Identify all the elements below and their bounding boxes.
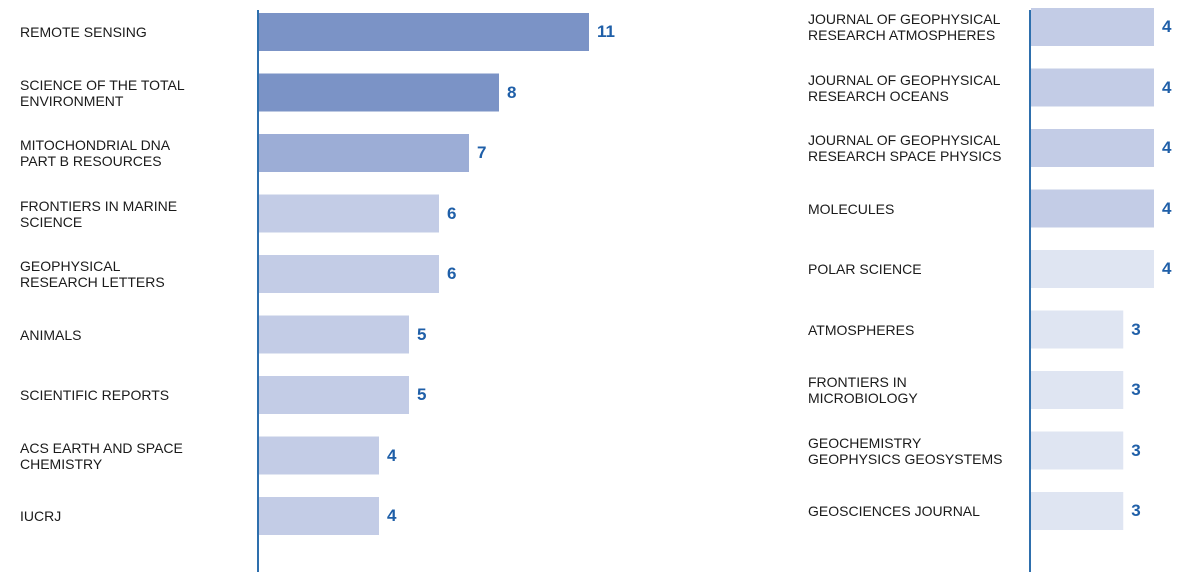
right-bar-5 [1031,250,1154,288]
left-value-label-2: 8 [507,82,517,102]
left-value-label-1: 11 [597,22,615,41]
right-value-label-5: 4 [1162,259,1172,278]
right-value-label-4: 4 [1162,198,1172,218]
left-bar-2 [259,73,499,112]
right-value-label-3: 4 [1162,138,1172,157]
left-bar-3 [259,134,469,172]
left-value-label-4: 6 [447,203,457,223]
right-value-label-9: 3 [1131,501,1141,520]
right-bar-7 [1031,371,1124,409]
left-value-label-3: 7 [477,143,487,162]
right-category-label-9: GEOSCIENCES JOURNAL [808,503,980,519]
left-bar-9 [259,497,379,535]
right-value-label-6: 3 [1131,319,1141,339]
right-value-label-7: 3 [1131,380,1141,399]
right-category-label-6: ATMOSPHERES [808,321,915,338]
right-bar-8 [1031,431,1124,470]
left-value-label-8: 4 [387,445,397,465]
left-value-label-7: 5 [417,385,427,404]
left-category-label-9: IUCRJ [20,508,62,524]
left-category-label-6: ANIMALS [20,326,82,343]
right-bar-2 [1031,68,1154,107]
right-bar-9 [1031,492,1124,530]
left-category-label-2: SCIENCE OF THE TOTAL ENVIRONMENT [20,76,185,109]
left-category-label-8: ACS EARTH AND SPACE CHEMISTRY [20,439,183,472]
right-bar-3 [1031,129,1154,167]
left-bar-7 [259,376,409,414]
left-bar-6 [259,315,409,354]
right-value-label-2: 4 [1162,77,1172,97]
right-category-label-2: JOURNAL OF GEOPHYSICAL RESEARCH OCEANS [808,71,1001,104]
left-value-label-9: 4 [387,506,397,525]
right-category-label-8: GEOCHEMISTRY GEOPHYSICS GEOSYSTEMS [808,434,1003,467]
left-bar-4 [259,194,439,233]
right-value-label-1: 4 [1162,17,1172,36]
right-category-label-3: JOURNAL OF GEOPHYSICAL RESEARCH SPACE PHY… [808,132,1002,164]
left-category-label-3: MITOCHONDRIAL DNA PART B RESOURCES [20,137,171,169]
left-value-label-6: 5 [417,324,427,344]
right-bar-6 [1031,310,1124,349]
left-bar-8 [259,436,379,475]
right-category-label-4: MOLECULES [808,200,895,217]
left-bar-1 [259,13,589,51]
right-bar-4 [1031,189,1154,228]
left-category-label-1: REMOTE SENSING [20,24,147,40]
left-bar-5 [259,255,439,293]
left-category-label-7: SCIENTIFIC REPORTS [20,387,170,403]
right-category-label-1: JOURNAL OF GEOPHYSICAL RESEARCH ATMOSPHER… [808,11,1001,43]
right-category-label-5: POLAR SCIENCE [808,261,922,277]
right-bar-1 [1031,8,1154,46]
left-value-label-5: 6 [447,264,457,283]
left-category-label-4: FRONTIERS IN MARINE SCIENCE [20,197,178,230]
right-category-label-7: FRONTIERS IN MICROBIOLOGY [808,374,918,406]
left-category-label-5: GEOPHYSICAL RESEARCH LETTERS [20,258,165,290]
right-value-label-8: 3 [1131,440,1141,460]
